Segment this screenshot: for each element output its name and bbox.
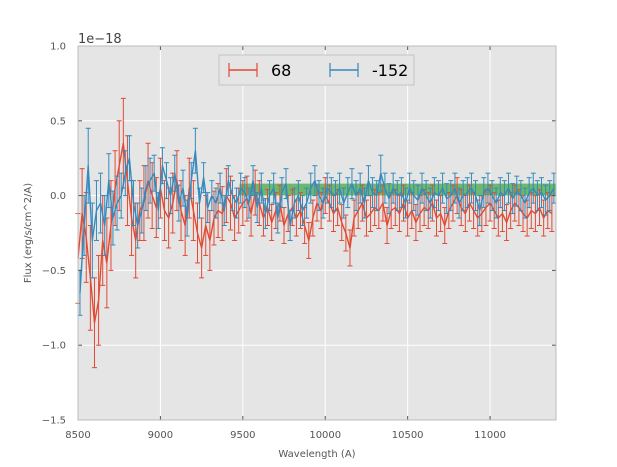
y-tick-label: 1.0 <box>50 42 66 53</box>
legend-entry-1: 68 <box>228 61 291 80</box>
legend-label: -152 <box>372 61 408 80</box>
series-2 <box>77 127 557 316</box>
plot-frame <box>77 45 557 421</box>
x-tick-label: 9500 <box>230 430 255 441</box>
y-tick-label: −0.5 <box>42 266 66 277</box>
legend-label: 68 <box>271 61 291 80</box>
y-tick-label: 0.0 <box>50 191 66 202</box>
x-tick-label: 10500 <box>392 430 424 441</box>
x-tick-label: 9000 <box>148 430 173 441</box>
x-tick-label: 10000 <box>309 430 341 441</box>
plot-background <box>78 46 556 420</box>
y-offset-text: 1e−18 <box>78 32 122 47</box>
legend: 68 -152 <box>218 54 415 86</box>
y-tick-label: 0.5 <box>50 116 66 127</box>
y-axis-title: Flux (erg/s/cm^2/A) <box>23 183 34 283</box>
y-tick-label: −1.5 <box>42 416 66 427</box>
x-axis-ticks: 8500 9000 9500 10000 10500 11000 <box>65 46 506 441</box>
series-line <box>79 149 555 293</box>
y-tick-label: −1.0 <box>42 341 66 352</box>
x-tick-label: 11000 <box>474 430 506 441</box>
x-axis-title: Wavelength (A) <box>278 449 355 460</box>
legend-entry-2: -152 <box>329 61 408 80</box>
x-tick-label: 8500 <box>65 430 90 441</box>
